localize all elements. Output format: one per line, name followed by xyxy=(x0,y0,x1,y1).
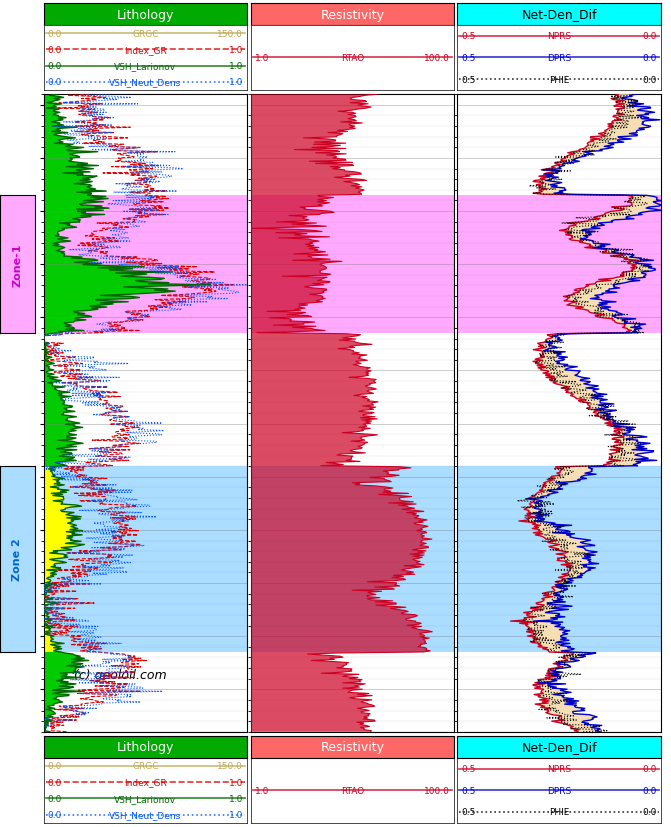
Text: 0.0: 0.0 xyxy=(643,75,657,84)
Text: 0.0: 0.0 xyxy=(48,810,62,820)
Text: 0.0: 0.0 xyxy=(48,45,62,55)
Text: DPRS: DPRS xyxy=(547,54,571,63)
Text: VSH_Larionov: VSH_Larionov xyxy=(114,794,176,803)
Text: PHIE: PHIE xyxy=(549,807,570,816)
Text: 1.0: 1.0 xyxy=(254,54,269,63)
Text: 1.0: 1.0 xyxy=(229,777,243,786)
Text: Net-Den_Dif: Net-Den_Dif xyxy=(521,740,597,753)
Text: 100.0: 100.0 xyxy=(424,786,450,795)
Text: 0.0: 0.0 xyxy=(48,79,62,88)
Text: 0.5: 0.5 xyxy=(462,54,476,63)
Text: Zone-1: Zone-1 xyxy=(13,243,22,287)
Text: 1.0: 1.0 xyxy=(254,786,269,795)
Text: (c) geoloil.com: (c) geoloil.com xyxy=(74,668,167,681)
Bar xyxy=(44,196,247,334)
Text: RTAO: RTAO xyxy=(341,786,364,795)
Text: Net-Den_Dif: Net-Den_Dif xyxy=(521,8,597,22)
Text: 0.5: 0.5 xyxy=(462,764,476,773)
Bar xyxy=(458,466,661,653)
Text: 100.0: 100.0 xyxy=(424,54,450,63)
Bar xyxy=(44,466,247,653)
Text: 0.0: 0.0 xyxy=(643,54,657,63)
Text: VSH_Larionov: VSH_Larionov xyxy=(114,62,176,71)
Text: Zone 2: Zone 2 xyxy=(13,538,22,581)
Text: VSH_Neut_Dens: VSH_Neut_Dens xyxy=(109,79,182,88)
Text: 1.0: 1.0 xyxy=(229,794,243,803)
Text: Lithology: Lithology xyxy=(117,8,174,22)
Text: 0.0: 0.0 xyxy=(643,807,657,816)
Text: DPRS: DPRS xyxy=(547,786,571,795)
Text: 0.0: 0.0 xyxy=(48,777,62,786)
Text: 0.5: 0.5 xyxy=(462,786,476,795)
Bar xyxy=(458,196,661,334)
Text: 0.0: 0.0 xyxy=(643,786,657,795)
Text: NPRS: NPRS xyxy=(547,32,571,41)
Text: RTAO: RTAO xyxy=(341,54,364,63)
Text: Lithology: Lithology xyxy=(117,740,174,753)
Text: 0.5: 0.5 xyxy=(462,807,476,816)
Text: 0.0: 0.0 xyxy=(643,32,657,41)
Text: 1.0: 1.0 xyxy=(229,62,243,71)
Text: 1.0: 1.0 xyxy=(229,45,243,55)
Text: Index_GR: Index_GR xyxy=(124,777,167,786)
Text: NPRS: NPRS xyxy=(547,764,571,773)
Text: Resistivity: Resistivity xyxy=(320,8,384,22)
Text: 150.0: 150.0 xyxy=(217,30,243,39)
Bar xyxy=(250,466,454,653)
Text: PHIE: PHIE xyxy=(549,75,570,84)
Text: 0.0: 0.0 xyxy=(48,30,62,39)
Text: 0.0: 0.0 xyxy=(643,764,657,773)
Text: 0.5: 0.5 xyxy=(462,75,476,84)
Bar xyxy=(250,196,454,334)
Text: Resistivity: Resistivity xyxy=(320,740,384,753)
Text: 1.0: 1.0 xyxy=(229,79,243,88)
Text: 150.0: 150.0 xyxy=(217,762,243,771)
Text: 0.0: 0.0 xyxy=(48,62,62,71)
Text: GRGC: GRGC xyxy=(132,762,158,771)
Text: GRGC: GRGC xyxy=(132,30,158,39)
Text: 0.0: 0.0 xyxy=(48,762,62,771)
Text: Index_GR: Index_GR xyxy=(124,45,167,55)
Text: VSH_Neut_Dens: VSH_Neut_Dens xyxy=(109,810,182,820)
Text: 0.5: 0.5 xyxy=(462,32,476,41)
Text: 1.0: 1.0 xyxy=(229,810,243,820)
Text: 0.0: 0.0 xyxy=(48,794,62,803)
